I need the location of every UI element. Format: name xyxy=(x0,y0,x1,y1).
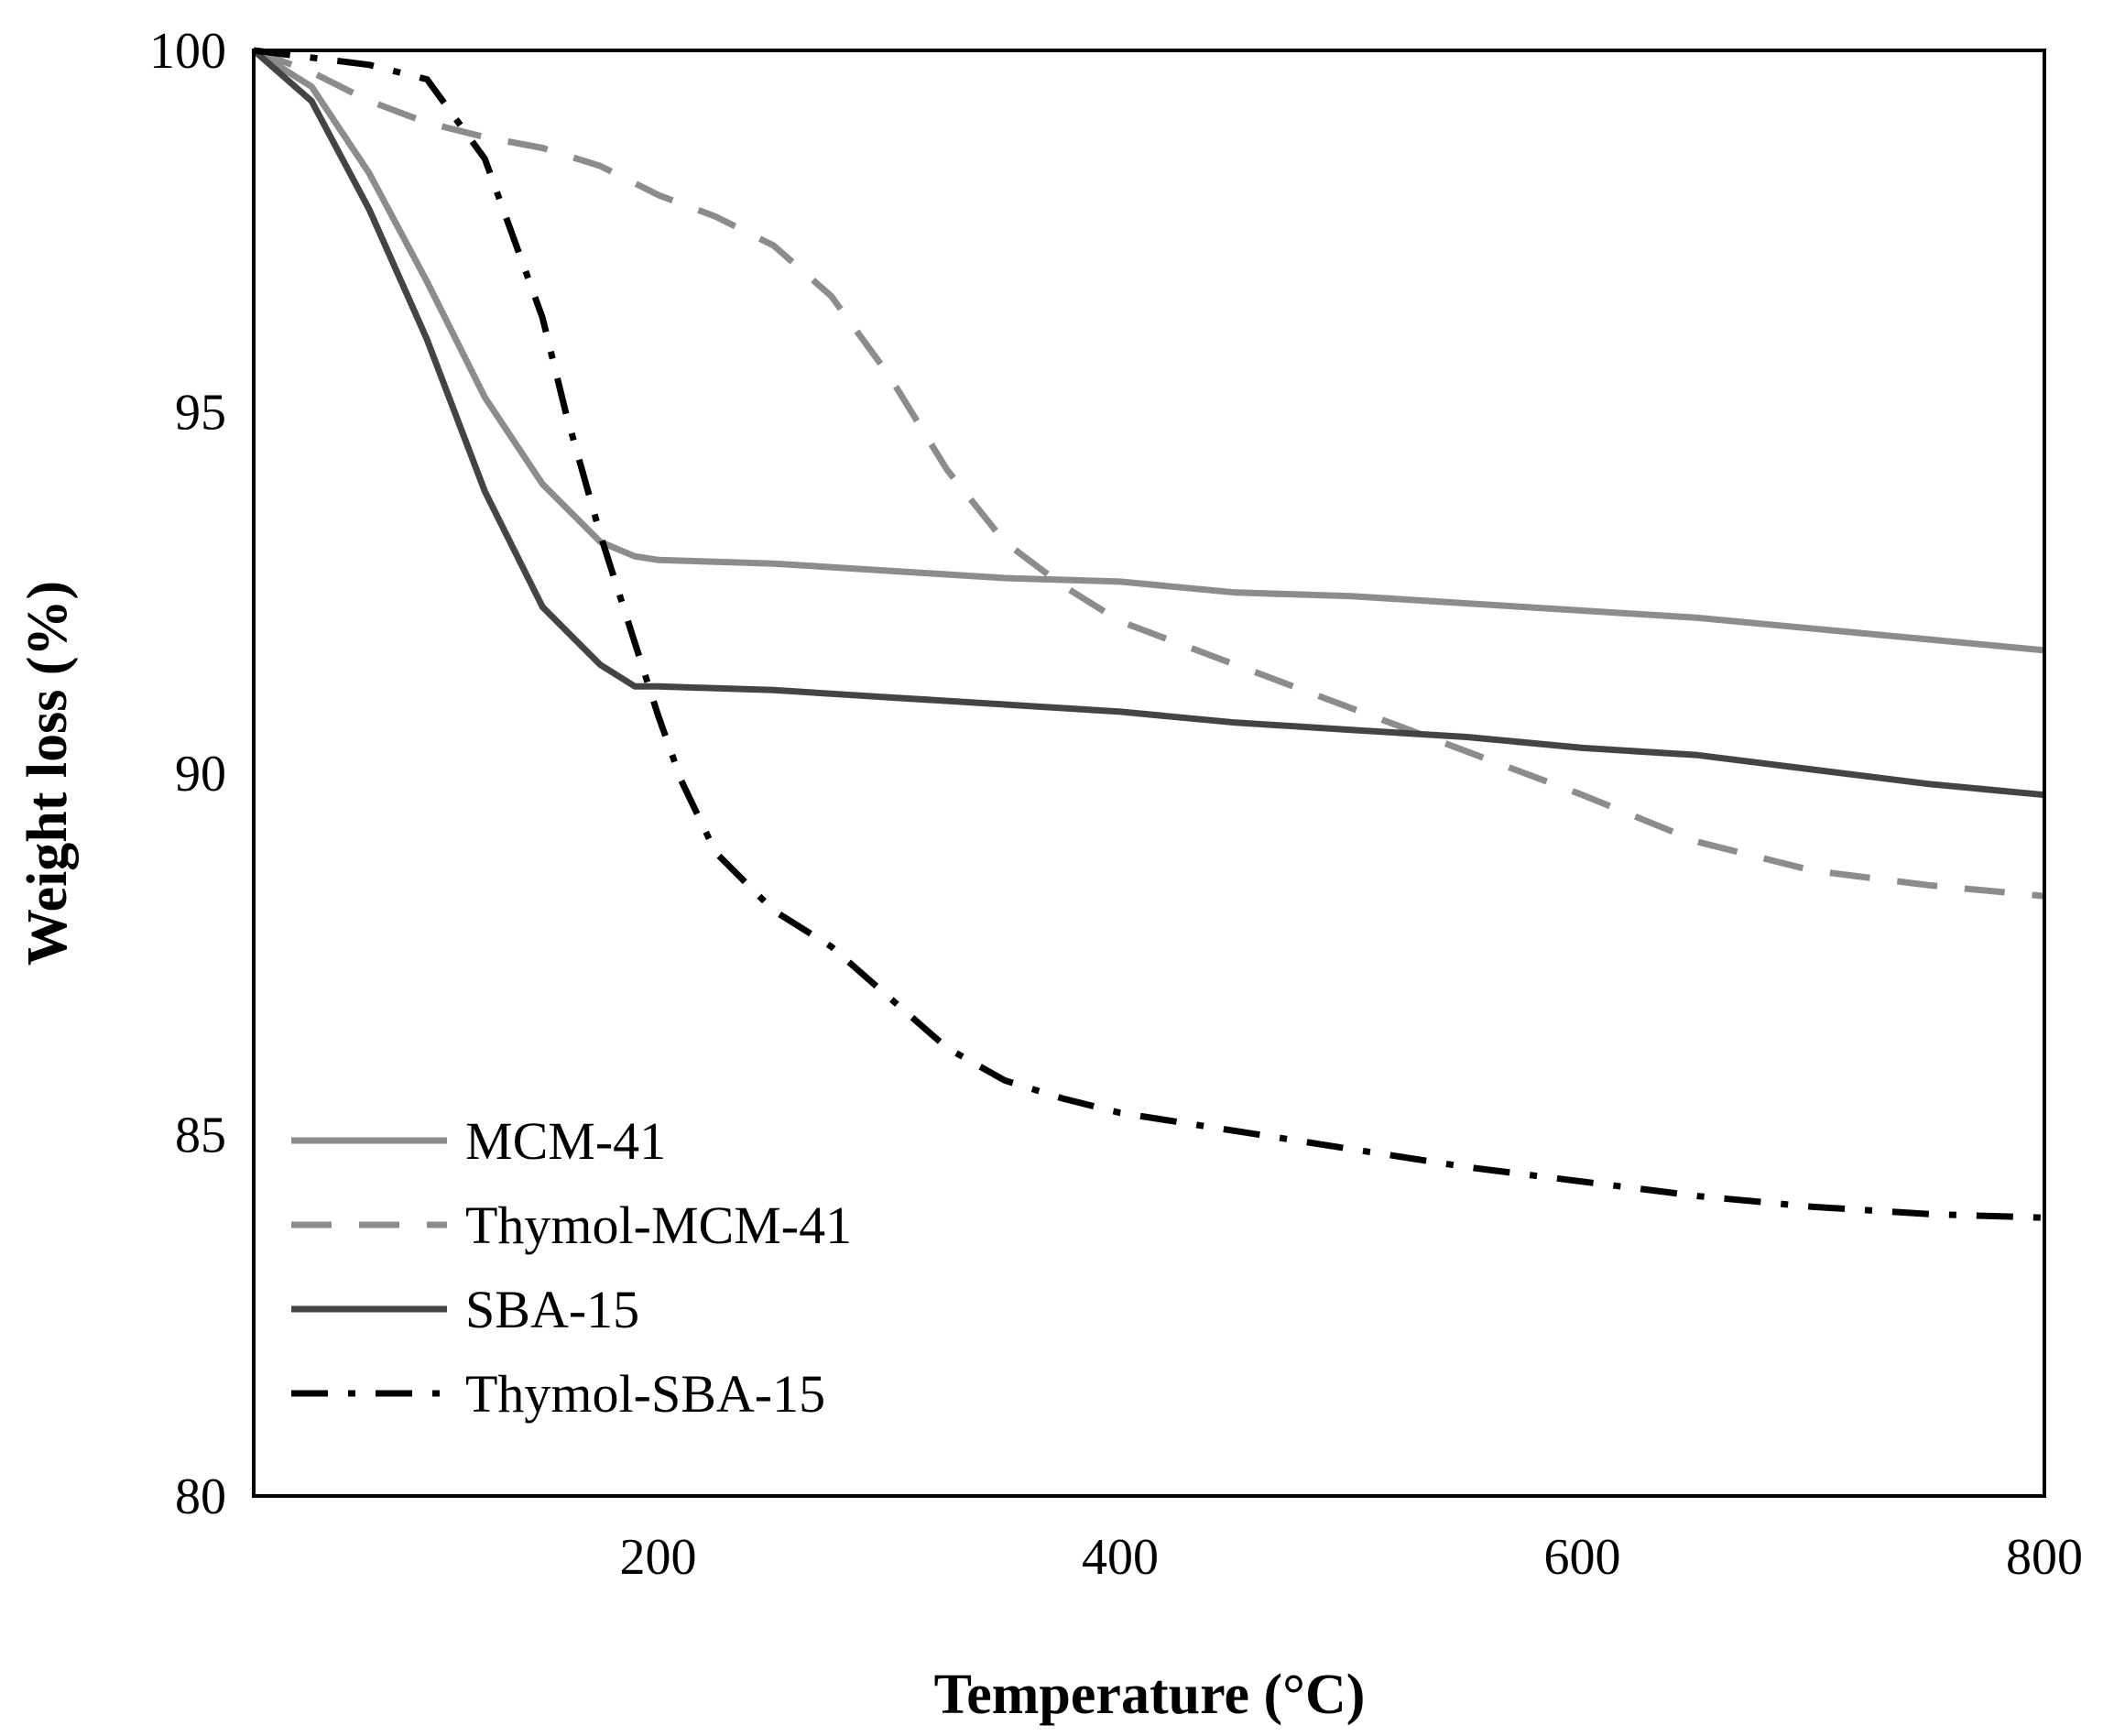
y-tick-label: 95 xyxy=(175,385,226,442)
y-tick-label: 90 xyxy=(175,746,226,802)
y-tick-label: 80 xyxy=(175,1469,226,1525)
x-axis-title: Temperature (°C) xyxy=(934,1664,1366,1726)
legend: MCM-41 Thymol-MCM-41 SBA-15 Thymol-SBA-15 xyxy=(291,1111,852,1424)
y-tick-label: 100 xyxy=(149,23,226,80)
x-tick-label: 400 xyxy=(1082,1529,1159,1586)
x-tick-labels: 200 400 600 800 xyxy=(619,1529,2083,1586)
x-tick-label: 200 xyxy=(619,1529,696,1586)
y-tick-label: 85 xyxy=(175,1108,226,1164)
series-line-thymol-mcm-41 xyxy=(252,47,2045,900)
y-tick-labels: 80 85 90 95 100 xyxy=(149,23,226,1525)
legend-label-thymol-sba-15: Thymol-SBA-15 xyxy=(465,1364,825,1424)
series-line-sba-15 xyxy=(251,48,2045,799)
series-layer xyxy=(251,47,2045,1221)
legend-label-mcm-41: MCM-41 xyxy=(465,1111,666,1171)
x-tick-label: 800 xyxy=(2006,1529,2083,1586)
series-line-thymol-sba-15 xyxy=(253,47,2045,1221)
series-line-mcm-41 xyxy=(252,48,2045,654)
x-tick-label: 600 xyxy=(1543,1529,1620,1586)
y-axis-title: Weight loss (%) xyxy=(16,581,79,966)
legend-label-thymol-mcm-41: Thymol-MCM-41 xyxy=(465,1196,852,1255)
legend-label-sba-15: SBA-15 xyxy=(465,1280,639,1339)
plot-frame xyxy=(252,49,2046,1498)
